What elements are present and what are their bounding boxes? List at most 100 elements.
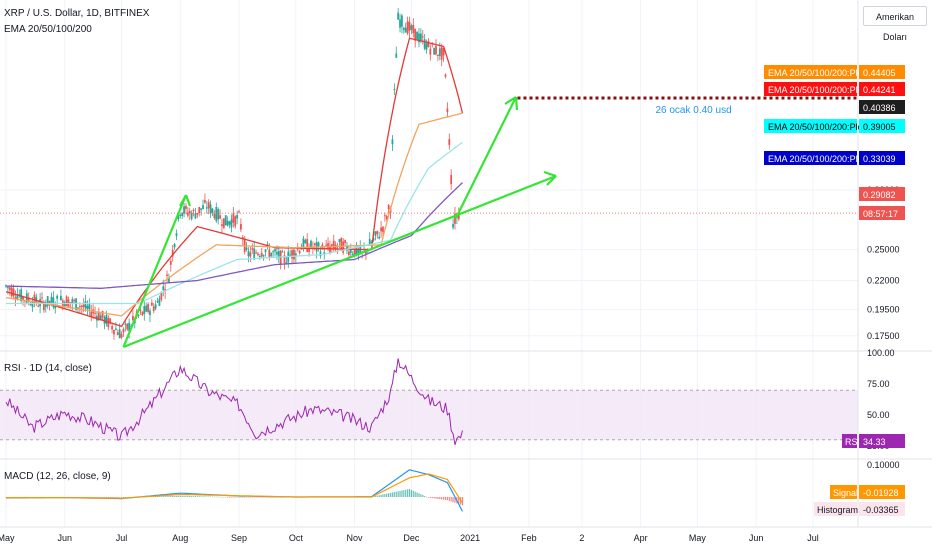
candle-body [198, 207, 201, 213]
macd-histogram-bar [245, 497, 248, 498]
macd-histogram-bar [98, 497, 100, 498]
ema-label-bg [764, 151, 857, 165]
macd-histogram-bar [84, 497, 87, 498]
x-tick-label: Oct [289, 533, 304, 543]
price-pane[interactable]: 26 ocak 0.40 usd [0, 8, 858, 349]
candle-body [262, 255, 265, 257]
candle-body [372, 237, 375, 241]
candle-body [391, 139, 394, 145]
candle-body [255, 252, 257, 254]
macd-histogram-bar [230, 497, 233, 498]
macd-histogram-bar [458, 497, 460, 505]
macd-histogram-bar [198, 496, 200, 497]
last-price-label-bg [859, 187, 905, 201]
macd-histogram-bar [240, 497, 242, 498]
macd-histogram-bar [429, 497, 431, 498]
macd-histogram-bar [92, 497, 94, 498]
macd-histogram-bar [446, 497, 448, 501]
macd-histogram-bar [435, 497, 437, 499]
ema-label-value: 0.39005 [863, 122, 896, 132]
candle-body [329, 246, 331, 253]
macd-pane[interactable] [5, 469, 464, 512]
candle-body [168, 277, 170, 283]
candle-body [10, 287, 13, 297]
ema-line [6, 182, 463, 289]
candle-body [118, 329, 121, 339]
macd-histogram-bar [164, 496, 166, 497]
candle-body [378, 236, 381, 239]
candle-body [376, 230, 379, 235]
candle-body [75, 298, 77, 311]
candle-body [166, 274, 168, 277]
macd-histogram-bar [177, 495, 179, 497]
macd-histogram-bar [113, 497, 115, 498]
candle-body [48, 301, 51, 304]
candle-body [344, 240, 346, 243]
x-tick-label: Jul [116, 533, 128, 543]
candle-body [44, 304, 47, 308]
trend-line [123, 174, 557, 349]
candle-body [232, 213, 235, 223]
candle-body [264, 249, 267, 253]
x-tick-label: Apr [634, 533, 648, 543]
candle-body [249, 252, 252, 257]
macd-histogram-bar [107, 497, 109, 498]
ema-label-name: EMA 20/50/100/200:Plot [768, 68, 866, 78]
candle-body [270, 252, 273, 257]
candle-body [355, 245, 358, 256]
macd-histogram-bar [217, 496, 219, 498]
candle-body [31, 301, 34, 308]
macd-histogram-bar [247, 497, 250, 498]
signal-value-label: -0.01928 [863, 488, 899, 498]
macd-histogram-bar [414, 491, 416, 497]
ema-line [5, 112, 463, 317]
candle-body [397, 12, 400, 20]
rsi-name-label: RSI [845, 437, 860, 447]
candle-body [454, 213, 456, 224]
candle-body [200, 208, 203, 210]
candle-body [418, 33, 420, 43]
candle-body [80, 305, 83, 308]
rsi-pane[interactable] [0, 358, 858, 445]
candle-body [327, 243, 329, 249]
macd-histogram-bar [124, 497, 126, 498]
ema-line [6, 141, 463, 305]
candle-body [374, 231, 377, 236]
macd-histogram-bar [437, 497, 439, 499]
candle-body [88, 302, 91, 310]
macd-histogram-bar [266, 497, 269, 498]
macd-histogram-bar [444, 497, 447, 500]
candle-body [370, 241, 373, 244]
candle-body [101, 310, 104, 318]
candle-body [94, 312, 96, 314]
candle-body [154, 304, 157, 309]
macd-histogram-bar [431, 497, 433, 499]
candle-body [29, 303, 32, 306]
macd-histogram-bar [204, 496, 206, 497]
candle-body [105, 314, 108, 324]
macd-histogram-bar [126, 497, 128, 498]
candle-body [349, 248, 352, 254]
ema-label-value-bg [859, 151, 905, 165]
macd-histogram-bar [391, 492, 394, 497]
candle-body [275, 251, 278, 255]
candle-body [353, 249, 356, 257]
candle-body [450, 174, 453, 184]
candle-body [230, 219, 233, 228]
currency-button[interactable]: Amerikan Doları [863, 6, 927, 42]
macd-histogram-bar [393, 492, 395, 497]
macd-histogram-bar [115, 497, 117, 498]
cursor-price-label-bg [859, 100, 905, 114]
candle-body [294, 253, 297, 257]
candle-body [185, 205, 187, 209]
candle-body [304, 239, 307, 244]
ema-label-name: EMA 20/50/100/200:Plot [768, 85, 866, 95]
candle-body [50, 296, 53, 303]
candle-body [143, 306, 146, 314]
macd-histogram-bar [425, 496, 428, 498]
candle-body [387, 205, 390, 209]
macd-histogram-bar [117, 497, 119, 498]
candle-body [60, 295, 62, 301]
